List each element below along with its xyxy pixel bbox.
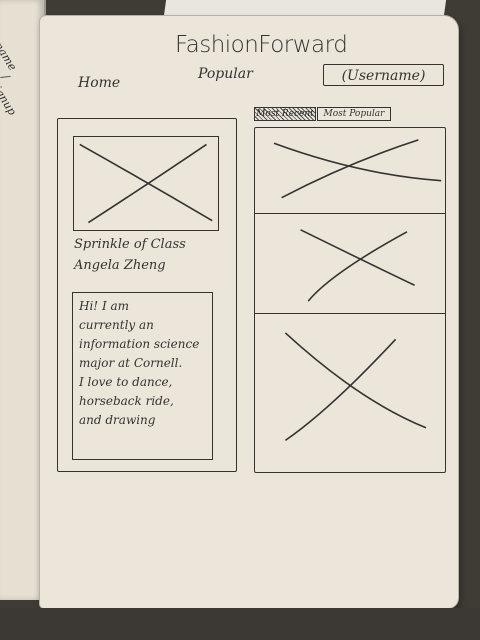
brand-title[interactable]: FashionForward	[175, 32, 348, 58]
profile-name: Angela Zheng	[74, 258, 166, 273]
bio-line: information science	[79, 337, 200, 351]
sketch-page	[40, 16, 458, 608]
image-placeholder-icon	[74, 137, 218, 230]
image-placeholder-icon	[255, 128, 445, 213]
tab-most-popular[interactable]: Most Popular	[317, 107, 391, 121]
bio-line: horseback ride,	[79, 394, 174, 408]
image-placeholder-icon	[255, 314, 445, 472]
desk-surface	[0, 608, 480, 640]
bio-line: I love to dance,	[79, 375, 173, 389]
feed-item[interactable]	[255, 314, 445, 472]
profile-card	[57, 118, 237, 472]
profile-image-placeholder	[73, 136, 219, 231]
feed-item[interactable]	[255, 214, 445, 314]
bio-line: and drawing	[79, 413, 156, 427]
feed-list	[254, 127, 446, 473]
bio-line: Hi! I am	[79, 299, 130, 313]
tab-most-recent[interactable]: Most Recent	[254, 107, 316, 121]
bio-box: Hi! I am currently an information scienc…	[72, 292, 213, 460]
nav-popular-link[interactable]: Popular	[198, 66, 253, 82]
bio-line: major at Cornell.	[79, 356, 183, 370]
username-button[interactable]: (Username)	[323, 64, 444, 86]
bio-line: currently an	[79, 318, 154, 332]
paper-sheet-edge	[163, 0, 447, 16]
image-placeholder-icon	[255, 214, 445, 313]
nav-home-link[interactable]: Home	[78, 75, 121, 91]
feed-item[interactable]	[255, 128, 445, 214]
profile-title: Sprinkle of Class	[74, 237, 186, 252]
